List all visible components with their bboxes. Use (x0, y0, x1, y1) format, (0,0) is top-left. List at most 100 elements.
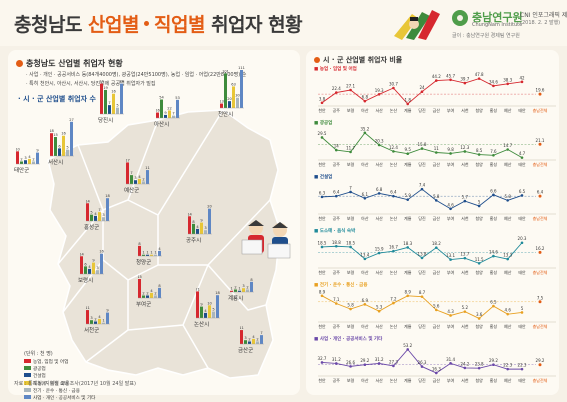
data-point (406, 102, 410, 106)
region-bar (158, 287, 161, 298)
line-chart: 3.8 천안 22.4 공주 27.1 보령 6.8 아산 19.3 서산 30.7 논산 1.8 계룡 2… (318, 72, 556, 113)
data-point (349, 307, 352, 311)
data-point (349, 245, 352, 249)
x-tick-label: 공주 (333, 108, 341, 113)
region-bar (104, 89, 107, 114)
region-bar (154, 295, 157, 298)
data-label: 20.3 (375, 138, 384, 143)
legend-item: 건설업 (24, 373, 95, 380)
data-label: 4.6 (505, 308, 512, 313)
region-bar-value: 2 (20, 157, 22, 161)
region-name-label: 예산군 (124, 188, 140, 194)
data-label: 18.2 (432, 241, 441, 246)
page-title: 충청남도 산업별 직업별 취업자 현황 (14, 14, 303, 36)
region-bar (238, 290, 241, 292)
region-bar-value: 3 (134, 176, 136, 180)
x-tick-label: 공주 (333, 378, 341, 383)
region-bar (244, 340, 247, 344)
region-bar (242, 288, 245, 292)
region-bar-value: 20 (227, 97, 232, 101)
region-bar-value: 4 (98, 315, 101, 319)
region-bar (116, 107, 119, 114)
data-label: 26.3 (418, 360, 427, 365)
data-point (520, 367, 524, 371)
data-label: 42 (519, 75, 525, 80)
region-bar-value: 15 (53, 133, 58, 137)
x-tick-label: 당진 (418, 215, 426, 221)
region-bar (90, 214, 93, 221)
books-illustration-icon (394, 10, 440, 40)
x-tick-label: 아산 (361, 161, 369, 167)
data-label: 13.3 (503, 253, 512, 258)
data-label: 15.9 (375, 247, 384, 252)
region-bar (200, 306, 203, 318)
data-label: 20.3 (518, 236, 527, 241)
x-tick-label: 태안 (518, 215, 526, 221)
region-bar (172, 115, 175, 118)
region-bar-value: 8 (250, 278, 253, 282)
region-bar-value: 111 (238, 66, 245, 70)
region-bar-value: 18 (50, 129, 54, 133)
data-point (520, 80, 524, 84)
region-bar (106, 312, 109, 324)
x-tick-label: 논산 (390, 323, 398, 329)
region-bar (66, 149, 69, 156)
region-bar (156, 112, 159, 118)
region-bar-chart: 102 3 429 (16, 147, 40, 165)
line-chart: 32.7 천안 31.2 공주 26.6 보령 29.2 아산 31.2 서산 27.3 논산 53.2… (318, 343, 556, 383)
region-bar-value: 2 (142, 291, 144, 295)
region-name-label: 논산시 (194, 322, 210, 328)
x-tick-label: 예산 (504, 269, 512, 275)
region-bar (196, 291, 199, 318)
data-label: 6.6 (490, 188, 497, 193)
x-tick-label: 서산 (375, 215, 383, 221)
region-bar-value: 7 (108, 101, 110, 105)
line-chart: 29.5 천안 14 공주 11.7 보령 35.2 아산 20.3 서산 12.4 논산 9.5 계룡 1… (318, 126, 556, 167)
logo-mark-icon (452, 10, 468, 26)
average-point (538, 92, 542, 96)
region-bar (204, 312, 207, 318)
region-bar-value: 1 (154, 251, 156, 255)
data-point (406, 348, 410, 351)
data-label: 38.3 (503, 77, 512, 82)
region-bar-value: 9 (164, 111, 167, 115)
x-tick-label: 천안 (318, 107, 326, 113)
region-name-label: 당진시 (98, 118, 114, 124)
region-bar-value: 6 (58, 144, 61, 148)
average-value: 19.6 (536, 88, 545, 93)
region-bar (86, 203, 89, 221)
region-bar-value: 8 (158, 284, 161, 288)
region-bar-value: 10 (16, 147, 20, 151)
region-bar (20, 161, 23, 164)
region-name-label: 보령시 (78, 278, 94, 284)
region-bar-value: 11 (86, 306, 90, 310)
x-tick-label: 계룡 (404, 377, 412, 383)
region-bar (212, 311, 215, 318)
region-bar (130, 175, 133, 184)
region-bar (154, 254, 157, 256)
data-point (506, 82, 510, 86)
average-value: 21.1 (536, 138, 545, 143)
data-point (520, 311, 524, 314)
data-point (363, 131, 367, 135)
x-tick-label: 계룡 (404, 215, 412, 221)
region-bar (188, 216, 191, 234)
region-bar (228, 101, 231, 108)
data-label: 7 (349, 185, 352, 190)
data-point (406, 294, 410, 298)
data-label: 8.5 (476, 148, 483, 153)
x-tick-label: 서산 (375, 323, 383, 329)
legend-item: 도소매 · 음식 숙박 (24, 380, 95, 388)
data-label: 7.4 (419, 183, 426, 188)
average-value: 29.2 (536, 358, 545, 363)
data-label: 12.3 (460, 145, 469, 150)
data-point (363, 99, 367, 103)
region-bar (146, 254, 149, 256)
x-tick-label: 청양 (475, 107, 483, 113)
x-tick-label: 예산 (504, 323, 512, 329)
data-point (377, 143, 381, 147)
data-point (520, 194, 524, 197)
data-point (349, 365, 352, 368)
